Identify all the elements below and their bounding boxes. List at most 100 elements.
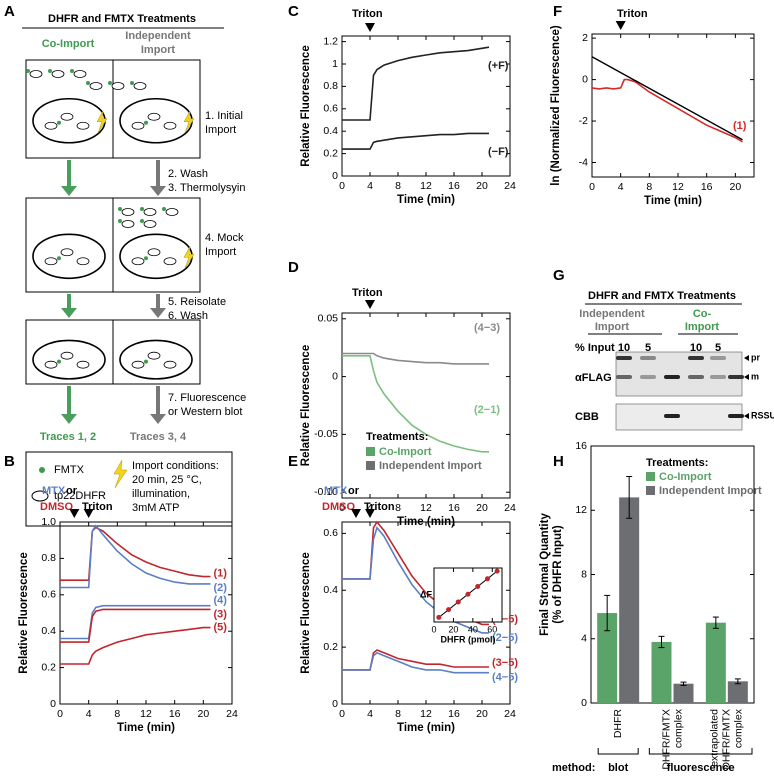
flow-arrow-head: [61, 414, 77, 424]
plot-frame: [59, 521, 233, 705]
method-group: fluorescence: [667, 762, 735, 774]
row-label: CBB: [575, 411, 599, 423]
protein-icon: [76, 257, 90, 266]
legend-swatch: [366, 461, 375, 470]
y-tick-label: 0.4: [41, 625, 56, 637]
protein-icon: [147, 112, 161, 121]
protein-icon: [163, 360, 177, 369]
protein-icon: [133, 82, 147, 90]
x-tick-label: 12: [420, 708, 432, 720]
y-axis-label: Relative Fluorescence: [300, 552, 312, 673]
data-line: [60, 524, 211, 589]
x-tick-label: 20: [476, 180, 488, 192]
legend-text: Co-Import: [659, 471, 712, 483]
step-text: 3. Thermolysyin: [168, 182, 245, 194]
y-tick-label: 0: [581, 697, 587, 709]
x-tick-label: 12: [420, 502, 432, 514]
legend-title: Treatments:: [646, 457, 708, 469]
blot-band: [640, 356, 656, 360]
data-line: [342, 651, 489, 674]
panel-letter: H: [553, 453, 564, 470]
band-label: RSSU: [751, 410, 774, 420]
series-label: (4): [214, 595, 228, 607]
y-tick-label: 12: [575, 504, 587, 516]
legend-text: 3mM ATP: [132, 502, 179, 514]
y-axis-label: Relative Fluorescence: [300, 345, 312, 466]
y-axis-label: Final Stromal Quantity: [539, 513, 551, 636]
blot-title: DHFR and FMTX Treatments: [588, 290, 736, 302]
x-tick-label: 0: [339, 502, 345, 514]
legend-text: Independent Import: [379, 460, 482, 472]
event-arrow: [83, 509, 94, 518]
x-axis-label: Time (min): [397, 722, 455, 734]
flow-arrow-head: [150, 414, 166, 424]
protein-icon: [165, 208, 179, 216]
panel-letter: B: [4, 453, 15, 470]
x-tick-label: 8: [114, 708, 120, 720]
panel-letter: E: [288, 453, 298, 470]
protein-icon: [31, 490, 49, 502]
protein-icon: [111, 82, 125, 90]
blot-band: [664, 414, 680, 418]
data-line: [342, 526, 489, 634]
band-label: m: [751, 371, 759, 381]
series-label: (−F): [488, 146, 509, 158]
protein-icon: [44, 121, 58, 130]
legend-text: Independent Import: [659, 485, 762, 497]
step-text: 5. Reisolate: [168, 296, 226, 308]
chloroplast: [119, 339, 193, 380]
group-head: Import: [685, 321, 720, 333]
legend-swatch: [366, 447, 375, 456]
protein-icon: [29, 70, 43, 78]
x-tick-label: 0: [339, 708, 345, 720]
annotation: or: [66, 485, 78, 497]
protein-icon: [163, 257, 177, 266]
x-tick-label: 24: [504, 708, 516, 720]
data-point: [455, 599, 461, 605]
y-tick-label: 0.4: [323, 584, 338, 596]
column-head: Co-Import: [42, 38, 95, 50]
x-tick-label: 0: [57, 708, 63, 720]
annotation: or: [348, 485, 360, 497]
row-label: % Input: [575, 342, 615, 354]
y-axis-label: ln (Normalized Fluorescence): [550, 25, 562, 186]
inset-frame: [433, 567, 503, 623]
series-label: (+F): [488, 60, 509, 72]
data-point: [436, 614, 442, 620]
protein-icon: [147, 351, 161, 360]
method-bracket: [648, 748, 753, 755]
x-tick-label: DHFR/FMTX: [721, 709, 733, 770]
x-axis-label: Time (min): [117, 722, 175, 734]
x-tick-label: 8: [395, 502, 401, 514]
x-tick-label: 8: [395, 708, 401, 720]
x-tick-label: 20: [730, 181, 742, 193]
x-tick-label: 4: [367, 180, 373, 192]
flow-arrow-head: [150, 308, 166, 318]
event-arrow: [69, 509, 80, 518]
protein-icon: [131, 360, 145, 369]
bar: [673, 683, 694, 703]
blot-band: [616, 356, 632, 360]
series-label: (2−5): [492, 632, 518, 644]
y-tick-label: 0.6: [323, 103, 338, 115]
row-label: αFLAG: [575, 372, 612, 384]
series-label: (5): [214, 621, 228, 633]
blot-band: [728, 375, 744, 379]
fmtx-icon: [48, 69, 52, 73]
protein-icon: [76, 121, 90, 130]
input-value: 5: [715, 342, 721, 354]
legend-box: [25, 451, 233, 527]
x-tick-label: 24: [504, 502, 516, 514]
blot-band: [640, 375, 656, 379]
x-tick-label: 16: [701, 181, 713, 193]
legend-text: 20 min, 25 °C,: [132, 474, 202, 486]
x-tick-label: 12: [672, 181, 684, 193]
step-text: Import: [205, 124, 236, 136]
legend-text: tp22DHFR: [54, 490, 106, 502]
y-tick-label: 4: [581, 633, 587, 645]
legend-text: illumination,: [132, 488, 190, 500]
fmtx-icon: [162, 207, 166, 211]
series-label: (1): [733, 120, 747, 132]
y-axis-label: Relative Fluorescence: [18, 552, 30, 673]
x-tick-label: 16: [448, 708, 460, 720]
